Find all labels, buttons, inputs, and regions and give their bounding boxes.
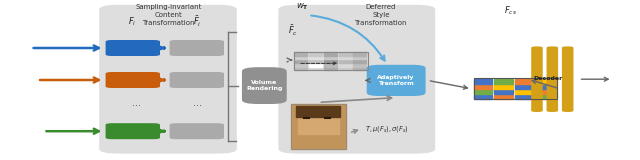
Bar [309,56,322,59]
FancyBboxPatch shape [367,65,426,96]
Bar [309,52,322,56]
Bar [515,89,534,94]
Bar [339,64,351,67]
Bar [339,60,351,63]
Bar [339,56,351,59]
Text: Volume
Rendering: Volume Rendering [246,80,282,91]
Bar [494,79,513,84]
Bar [536,84,555,89]
Bar [474,95,492,99]
Text: $F_i$: $F_i$ [128,16,137,28]
Bar [515,79,534,84]
Text: ...: ... [132,98,141,108]
Text: Decoder: Decoder [533,76,563,81]
Bar [536,89,555,94]
Bar [294,67,307,70]
FancyBboxPatch shape [170,40,224,56]
Bar [474,89,492,94]
Bar [536,79,555,84]
Bar [291,104,346,149]
Bar [309,67,322,70]
Bar [353,64,366,67]
Bar [353,60,366,63]
FancyBboxPatch shape [106,72,160,88]
Text: Sampling-invariant
Content
Transformation: Sampling-invariant Content Transformatio… [135,4,202,26]
Bar [324,67,337,70]
Text: $T, \mu(F_s), \sigma(F_s)$: $T, \mu(F_s), \sigma(F_s)$ [365,124,409,134]
Bar [294,52,368,70]
Bar [339,67,351,70]
Bar [294,56,307,59]
FancyBboxPatch shape [106,40,160,56]
FancyBboxPatch shape [562,46,573,112]
Bar [294,64,307,67]
Text: Adaptively
Transform: Adaptively Transform [378,75,415,86]
Bar [296,106,340,117]
Bar [474,79,492,84]
Bar [294,60,307,63]
FancyBboxPatch shape [278,5,435,154]
Bar [494,89,513,94]
Bar [515,84,534,89]
Bar [309,60,322,63]
Bar [291,104,346,149]
Bar [474,78,557,99]
Bar [294,52,307,56]
Text: $\bar{F}_i$: $\bar{F}_i$ [193,15,202,29]
Text: $\bar{F}_c$: $\bar{F}_c$ [288,24,298,38]
FancyBboxPatch shape [99,5,237,154]
FancyBboxPatch shape [170,72,224,88]
Bar [353,52,366,56]
Bar [494,84,513,89]
Bar [494,95,513,99]
Bar [324,52,337,56]
Bar [339,52,351,56]
Bar [324,56,337,59]
Text: ...: ... [193,98,202,108]
Text: $w_{\mathbf{T}}$: $w_{\mathbf{T}}$ [296,2,308,12]
Bar [309,64,322,67]
Bar [474,84,492,89]
Bar [324,64,337,67]
Bar [324,60,337,63]
Text: Deferred
Style
Transformation: Deferred Style Transformation [355,4,407,26]
FancyBboxPatch shape [531,46,543,112]
FancyBboxPatch shape [547,46,558,112]
Bar [353,67,366,70]
FancyBboxPatch shape [106,123,160,139]
Bar [536,95,555,99]
Bar [515,95,534,99]
Bar [353,56,366,59]
FancyBboxPatch shape [170,123,224,139]
Bar [298,112,339,134]
FancyBboxPatch shape [242,67,287,104]
Text: $F_{cs}$: $F_{cs}$ [504,5,517,17]
